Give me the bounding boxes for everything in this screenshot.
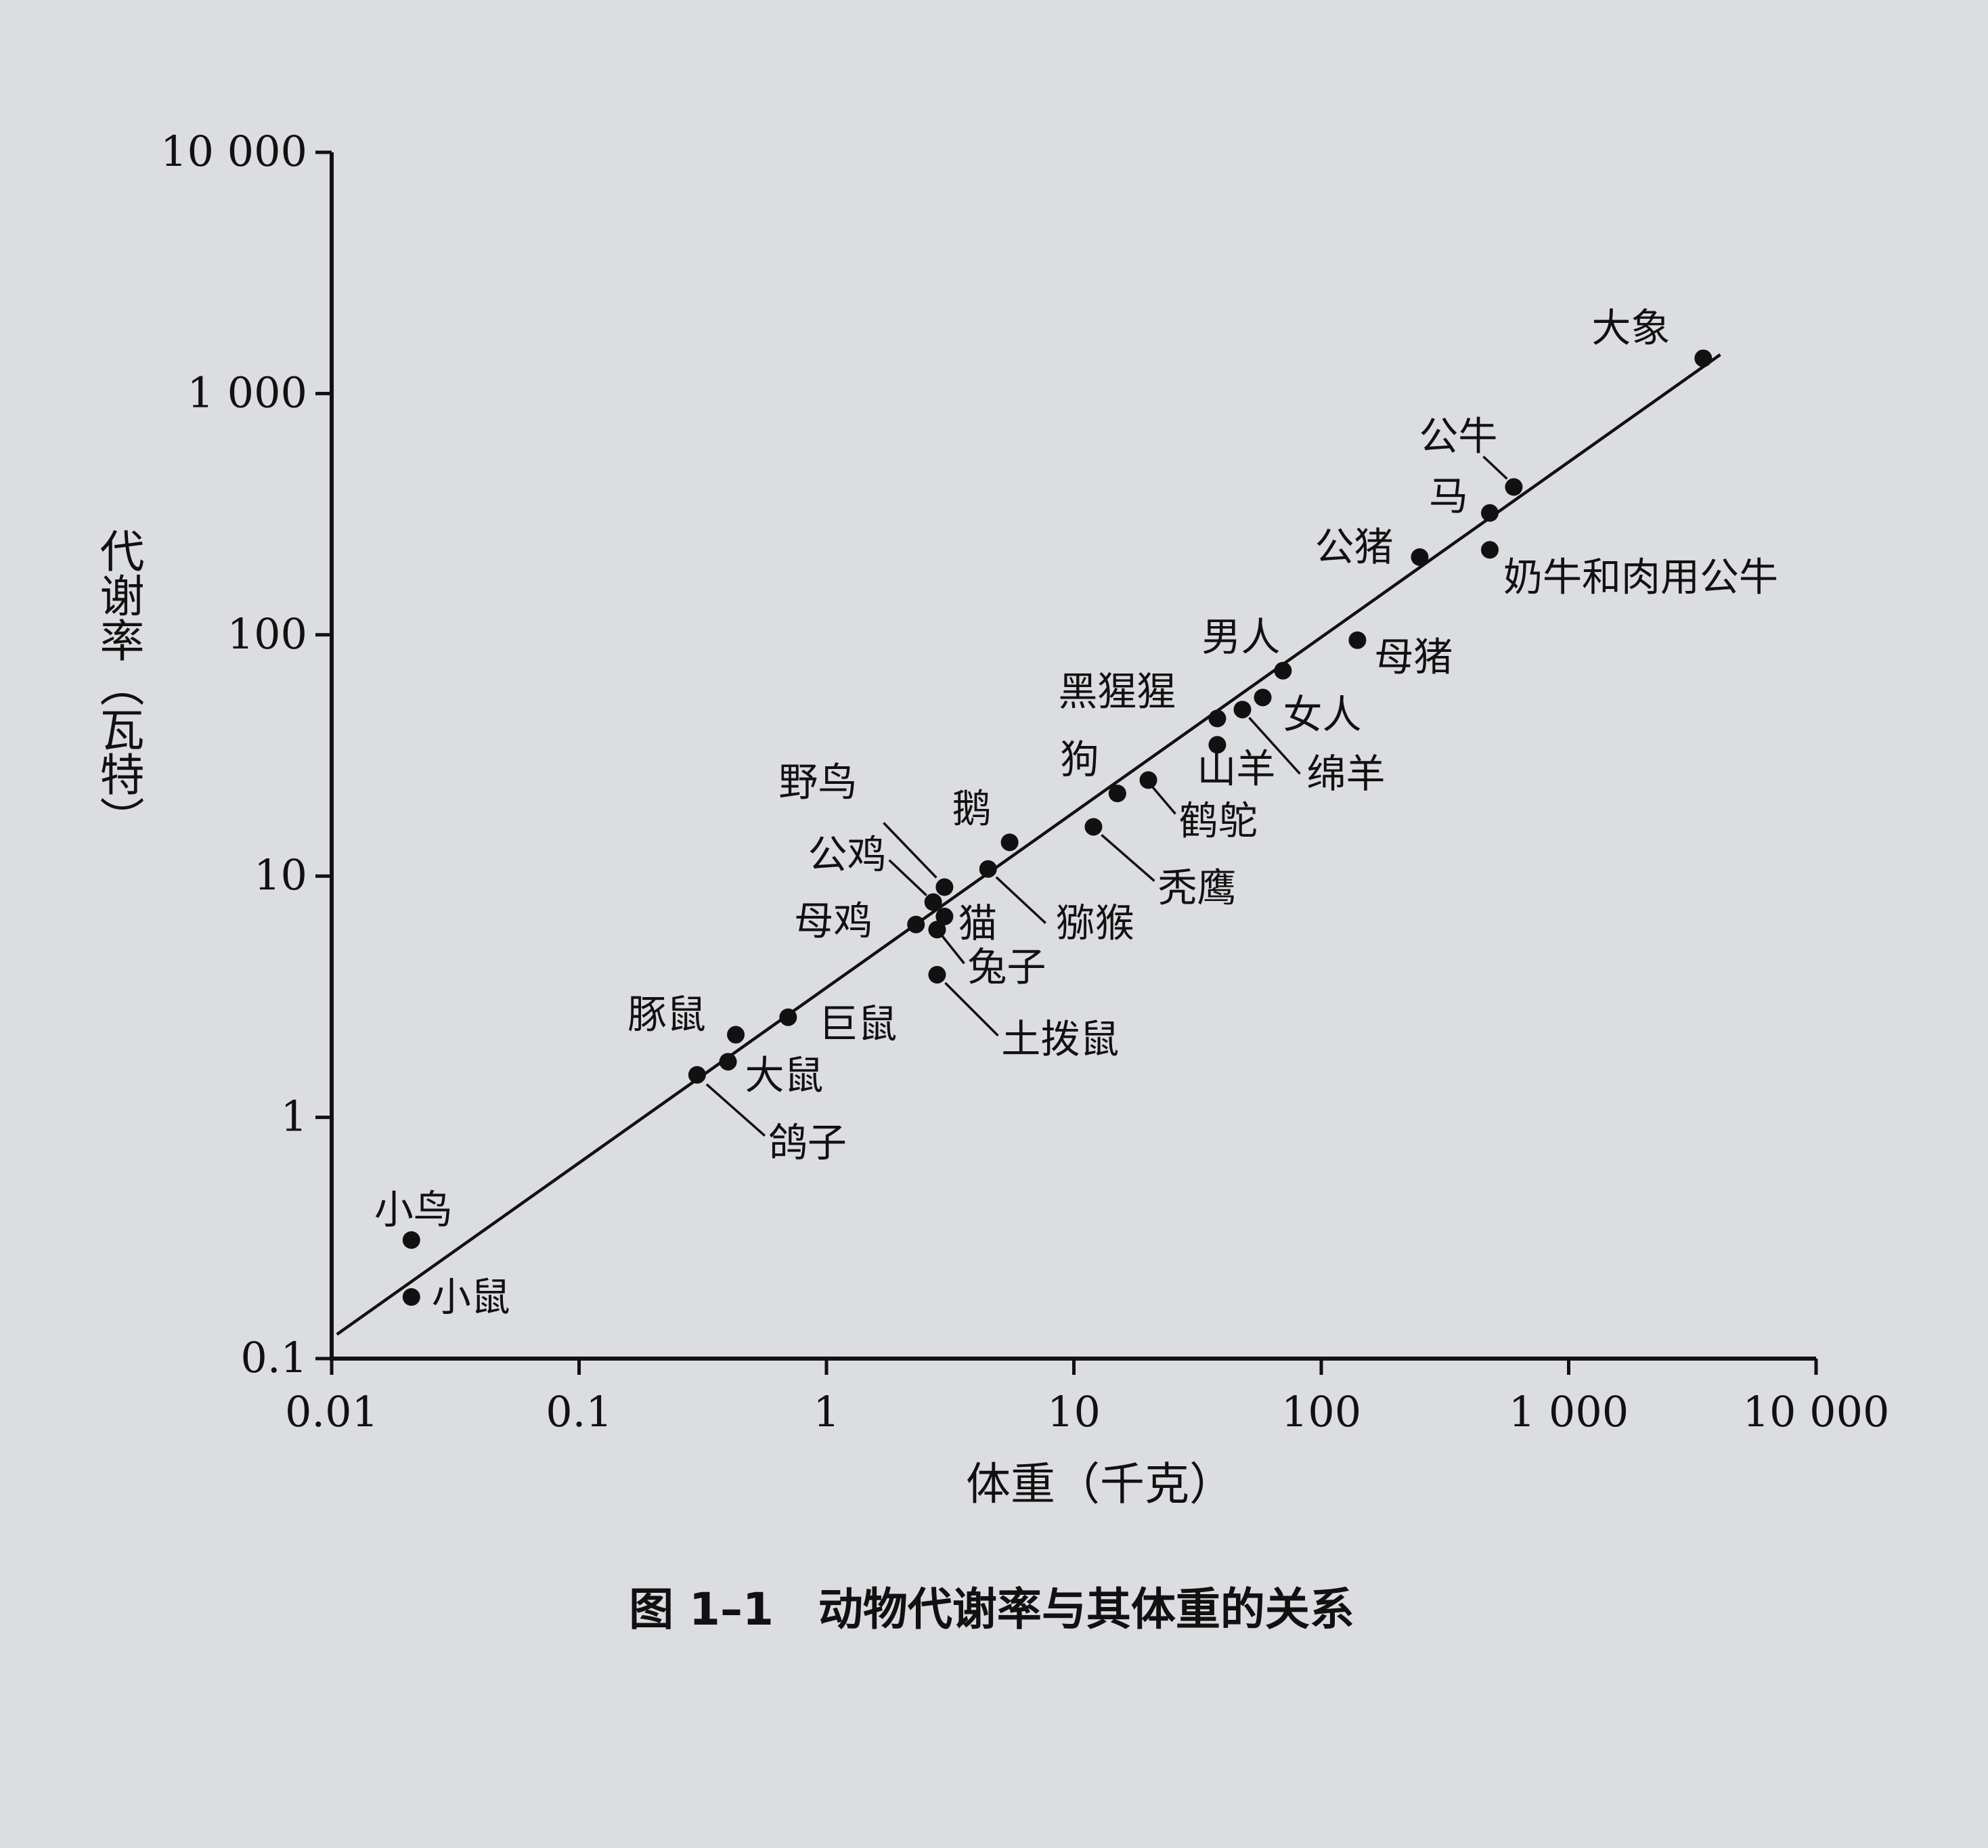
point-label: 公猪 [1315, 524, 1393, 570]
data-point [1233, 701, 1252, 719]
point-label: 公牛 [1419, 413, 1497, 459]
fit-line-group [336, 353, 1721, 1336]
leader-line [1151, 786, 1176, 815]
leader-line [1482, 456, 1508, 480]
data-point [907, 915, 925, 933]
point-label: 鸽子 [768, 1120, 847, 1166]
data-point [1274, 661, 1292, 680]
point-label: 母鸡 [794, 898, 872, 944]
point-label: 小鼠 [432, 1274, 510, 1320]
point-label: 山羊 [1197, 745, 1275, 791]
figure-caption: 图 1–1 动物代谢率与其体重的关系 [629, 1583, 1354, 1635]
point-label: 公鸡 [808, 832, 887, 878]
data-point [402, 1288, 420, 1306]
y-tick-label: 10 [254, 850, 307, 900]
data-point [1348, 631, 1367, 649]
data-point [727, 1026, 745, 1044]
leader-line [883, 822, 937, 879]
x-tick-label: 1 [813, 1387, 839, 1436]
data-points [402, 349, 1713, 1306]
data-point [1254, 688, 1272, 707]
point-label: 母猪 [1374, 634, 1453, 680]
leader-line [942, 936, 965, 965]
point-label: 鹅 [952, 785, 992, 831]
data-point [935, 907, 954, 925]
x-tick-label: 100 [1281, 1387, 1361, 1436]
y-tick-label: 1 [281, 1092, 307, 1141]
point-label: 土拨鼠 [1001, 1016, 1119, 1062]
point-label: 秃鹰 [1157, 864, 1236, 910]
point-label: 野鸟 [778, 760, 857, 806]
y-tick-label: 100 [227, 609, 307, 659]
point-label: 绵羊 [1306, 751, 1385, 797]
point-label: 小鸟 [374, 1187, 453, 1233]
data-point [935, 878, 954, 896]
leader-line [1248, 717, 1301, 775]
data-point [402, 1231, 420, 1249]
x-tick-label: 10 [1047, 1387, 1101, 1436]
axis-ticks: 0.01 0.1 1 10 100 1 000 10 000 0.1 1 10 100 1 000 10… [160, 127, 1889, 1436]
leader-line [888, 859, 927, 896]
data-point [1208, 736, 1227, 754]
point-label: 马 [1429, 473, 1468, 519]
data-point [779, 1008, 797, 1026]
x-tick-label: 0.01 [285, 1387, 378, 1436]
data-point [1480, 504, 1499, 522]
point-label: 猫 [958, 900, 997, 946]
point-label: 兔子 [967, 944, 1046, 990]
data-point [1139, 771, 1157, 789]
leader-line [705, 1083, 766, 1137]
data-point [719, 1053, 737, 1071]
data-point [1084, 818, 1103, 836]
data-point [1480, 541, 1499, 559]
point-label: 狗 [1060, 736, 1099, 783]
data-point [924, 893, 942, 911]
leader-lines [705, 456, 1508, 1137]
data-point [928, 965, 946, 984]
point-label: 豚鼠 [627, 992, 706, 1038]
point-label: 黑猩猩 [1058, 668, 1176, 714]
point-label: 巨鼠 [818, 1001, 897, 1047]
x-tick-label: 0.1 [546, 1387, 613, 1436]
fit-line [336, 353, 1721, 1336]
data-point [688, 1065, 706, 1084]
data-point [1108, 785, 1126, 803]
point-label: 猕猴 [1056, 900, 1134, 946]
x-tick-label: 1 000 [1509, 1387, 1629, 1436]
x-axis-title: 体重（千克） [966, 1458, 1234, 1510]
data-point [1694, 349, 1713, 368]
data-point [1505, 478, 1523, 496]
y-tick-label: 10 000 [160, 127, 307, 176]
leader-line [995, 876, 1046, 925]
data-point [979, 860, 997, 878]
point-label: 男人 [1201, 614, 1280, 660]
point-label: 大鼠 [745, 1052, 824, 1098]
x-tick-label: 10 000 [1743, 1387, 1890, 1436]
leader-line [944, 982, 999, 1037]
y-tick-label: 0.1 [240, 1333, 307, 1382]
point-label: 大象 [1591, 305, 1670, 351]
leader-line [1101, 834, 1155, 882]
point-label: 奶牛和肉用公牛 [1503, 554, 1778, 600]
data-point [928, 921, 946, 939]
data-point [1411, 548, 1429, 566]
y-tick-label: 1 000 [187, 368, 308, 417]
y-axis-title: 代谢率（瓦特） [93, 528, 145, 841]
point-label: 鹤鸵 [1179, 797, 1258, 843]
data-point [1000, 833, 1019, 852]
point-label: 女人 [1283, 691, 1362, 737]
data-point [1208, 709, 1227, 728]
